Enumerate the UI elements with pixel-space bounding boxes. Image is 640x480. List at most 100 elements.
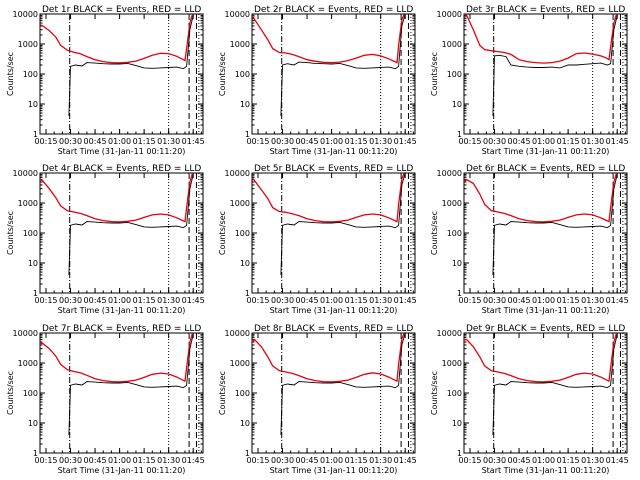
y-tick-label: 1: [245, 289, 250, 298]
y-tick-label: 10: [28, 259, 38, 268]
chart-panel-7: Det 7r BLACK = Events, RED = LLD 1 10 100 10…: [6, 324, 205, 475]
x-tick-label: 00:30: [59, 456, 82, 465]
x-tick-label: 01:30: [581, 296, 604, 305]
x-axis-label: Start Time (31-Jan-11 00:11:20): [482, 306, 610, 315]
y-tick-label: 1: [33, 130, 38, 139]
y-tick-label: 1: [457, 289, 462, 298]
y-tick-label: 10000: [13, 10, 38, 19]
lld-series-line: [40, 333, 194, 383]
y-tick-label: 100: [235, 229, 250, 238]
y-axis-label: Counts/sec: [6, 371, 15, 415]
plot-frame: [251, 332, 416, 454]
x-tick-label: 00:45: [508, 456, 531, 465]
panel-title: Det 1r BLACK = Events, RED = LLD: [42, 5, 201, 15]
y-tick-label: 10000: [437, 169, 462, 178]
x-tick-label: 00:15: [246, 296, 269, 305]
y-axis-label: Counts/sec: [6, 211, 15, 255]
x-tick-label: 00:15: [34, 456, 57, 465]
events-series-line: [492, 334, 618, 435]
y-axis-label: Counts/sec: [6, 52, 15, 96]
lld-series-line: [252, 14, 405, 64]
plot-frame: [39, 13, 204, 135]
chart-panel-4: Det 4r BLACK = Events, RED = LLD 1 10 100 10…: [6, 164, 205, 315]
x-tick-label: 01:30: [581, 456, 604, 465]
x-tick-label: 00:15: [34, 137, 57, 146]
y-tick-label: 1000: [442, 199, 462, 208]
lld-series-line: [464, 14, 618, 64]
x-tick-label: 01:15: [345, 456, 368, 465]
x-tick-label: 00:45: [84, 456, 107, 465]
x-tick-label: 00:45: [84, 137, 107, 146]
x-tick-label: 01:15: [557, 137, 580, 146]
x-axis-label: Start Time (31-Jan-11 00:11:20): [270, 306, 398, 315]
x-tick-label: 01:45: [182, 137, 205, 146]
x-tick-label: 01:00: [320, 137, 343, 146]
x-tick-label: 01:30: [157, 456, 180, 465]
x-tick-label: 01:30: [369, 296, 392, 305]
y-tick-label: 1000: [230, 199, 250, 208]
events-series-line: [280, 173, 406, 275]
x-tick-label: 01:00: [532, 296, 555, 305]
x-tick-label: 00:30: [271, 137, 294, 146]
x-tick-label: 01:15: [557, 456, 580, 465]
x-tick-label: 01:45: [182, 456, 205, 465]
x-tick-label: 01:15: [345, 137, 368, 146]
events-series-line: [68, 334, 194, 435]
events-series-line: [492, 15, 618, 116]
x-tick-label: 01:00: [320, 296, 343, 305]
y-tick-label: 100: [447, 389, 462, 398]
x-tick-label: 00:30: [59, 137, 82, 146]
plot-frame: [463, 172, 628, 294]
plot-frame: [463, 332, 628, 454]
y-tick-label: 10000: [13, 169, 38, 178]
y-tick-label: 1: [33, 289, 38, 298]
x-tick-label: 01:45: [606, 137, 629, 146]
y-tick-label: 10: [28, 100, 38, 109]
panel-title: Det 7r BLACK = Events, RED = LLD: [42, 324, 201, 334]
y-tick-label: 10000: [225, 169, 250, 178]
x-tick-label: 01:30: [157, 296, 180, 305]
x-tick-label: 00:45: [296, 296, 319, 305]
x-tick-label: 01:15: [133, 456, 156, 465]
y-tick-label: 10: [240, 100, 250, 109]
y-tick-label: 1000: [230, 359, 250, 368]
chart-panel-5: Det 5r BLACK = Events, RED = LLD 1 10 100 10…: [218, 164, 417, 315]
x-tick-label: 00:15: [458, 456, 481, 465]
x-tick-label: 00:45: [296, 137, 319, 146]
chart-panel-1: Det 1r BLACK = Events, RED = LLD 1 10 100 10…: [6, 5, 205, 156]
lld-series-line: [252, 173, 405, 223]
y-tick-label: 10000: [13, 329, 38, 338]
y-tick-label: 10: [452, 419, 462, 428]
y-tick-label: 1000: [442, 40, 462, 49]
x-tick-label: 00:45: [296, 456, 319, 465]
x-tick-label: 01:30: [581, 137, 604, 146]
x-tick-label: 01:00: [108, 137, 131, 146]
chart-panel-2: Det 2r BLACK = Events, RED = LLD 1 10 100 10…: [218, 5, 417, 156]
y-axis-label: Counts/sec: [218, 371, 227, 415]
panel-title: Det 4r BLACK = Events, RED = LLD: [42, 164, 201, 174]
y-tick-label: 100: [447, 70, 462, 79]
x-tick-label: 01:45: [394, 296, 417, 305]
y-tick-label: 1000: [18, 199, 38, 208]
panel-title: Det 2r BLACK = Events, RED = LLD: [254, 5, 413, 15]
x-tick-label: 01:30: [157, 137, 180, 146]
x-tick-label: 00:30: [59, 296, 82, 305]
plot-frame: [251, 172, 416, 294]
chart-panel-6: Det 6r BLACK = Events, RED = LLD 1 10 100 10…: [430, 164, 629, 315]
y-tick-label: 1: [457, 449, 462, 458]
y-tick-label: 10: [452, 259, 462, 268]
lld-series-line: [464, 173, 618, 223]
events-series-line: [68, 15, 194, 116]
y-tick-label: 1000: [230, 40, 250, 49]
x-axis-label: Start Time (31-Jan-11 00:11:20): [482, 147, 610, 156]
y-tick-label: 100: [235, 70, 250, 79]
x-tick-label: 00:45: [508, 296, 531, 305]
y-tick-label: 1000: [442, 359, 462, 368]
y-tick-label: 100: [447, 229, 462, 238]
y-tick-label: 100: [23, 389, 38, 398]
x-axis-label: Start Time (31-Jan-11 00:11:20): [270, 466, 398, 475]
y-tick-label: 1: [245, 449, 250, 458]
x-tick-label: 00:45: [84, 296, 107, 305]
x-tick-label: 01:15: [133, 296, 156, 305]
panel-title: Det 8r BLACK = Events, RED = LLD: [254, 324, 413, 334]
